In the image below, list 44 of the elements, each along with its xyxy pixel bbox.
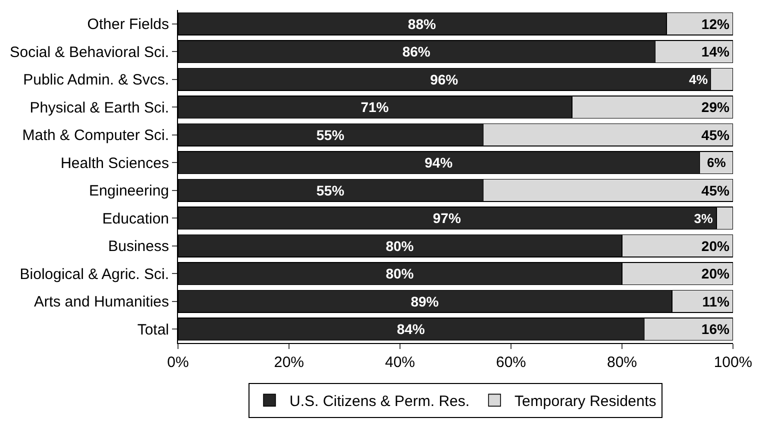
y-tick-label: Total [137,321,169,338]
data-label: 14% [701,44,730,60]
data-label: 96% [430,71,459,88]
x-tick-label: 100% [714,354,752,371]
data-label: 80% [386,266,414,282]
x-tick-label: 60% [496,354,526,371]
data-label: 3% [694,211,714,226]
y-tick-label: Physical & Earth Sci. [30,99,169,116]
x-tick-label: 40% [384,354,416,371]
y-tick-label: Engineering [88,182,169,200]
data-label: 86% [402,44,431,60]
data-label: 4% [689,72,708,87]
data-label: 80% [386,238,414,254]
data-label: 29% [701,99,730,116]
y-tick-label: Other Fields [87,16,169,34]
data-label: 20% [701,238,730,254]
data-label: 84% [396,321,426,338]
data-label: 12% [701,16,730,32]
y-tick-label: Social & Behavioral Sci. [10,44,169,61]
data-label: 89% [410,293,440,310]
legend-label: U.S. Citizens & Perm. Res. [290,393,470,410]
y-tick-label: Public Admin. & Svcs. [23,72,169,89]
data-label: 16% [701,321,730,338]
legend-label: Temporary Residents [514,393,656,410]
data-label: 97% [432,210,462,226]
y-tick-label: Health Sciences [60,154,169,172]
y-tick-label: Business [108,238,169,256]
y-tick-label: Education [102,210,169,228]
data-label: 45% [701,182,730,198]
data-label: 45% [701,126,730,143]
y-tick-label: Biological & Agric. Sci. [20,266,169,283]
data-label: 6% [707,155,726,170]
y-tick-label: Arts and Humanities [34,294,169,311]
data-label: 88% [408,16,436,32]
x-tick-label: 0% [167,354,189,371]
data-label: 11% [702,293,730,310]
data-label: 55% [316,126,345,143]
data-label: 94% [424,154,454,171]
data-label: 71% [360,99,390,116]
data-label: 20% [701,266,730,282]
y-tick-label: Math & Computer Sci. [22,127,169,144]
x-tick-label: 80% [606,354,638,371]
x-tick-label: 20% [274,354,304,371]
data-label: 55% [316,182,345,198]
